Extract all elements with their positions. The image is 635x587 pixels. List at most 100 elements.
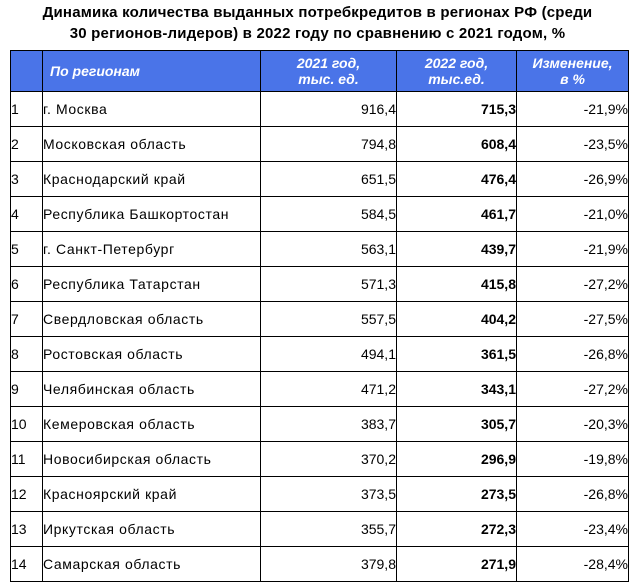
- header-2021-line-1: 2021 год,: [296, 55, 361, 71]
- header-2021-line-2: тыс. ед.: [298, 71, 359, 87]
- row-value-2022: 439,7: [396, 231, 517, 267]
- title-line-1: Динамика количества выданных потребкреди…: [42, 4, 593, 21]
- table-row: 11 Новосибирская область 370,2 296,9 -19,8%: [10, 441, 629, 477]
- row-index: 13: [10, 511, 43, 547]
- row-change: -21,0%: [516, 196, 629, 232]
- row-value-2022: 272,3: [396, 511, 517, 547]
- row-value-2022: 361,5: [396, 336, 517, 372]
- table-row: 14 Самарская область 379,8 271,9 -28,4%: [10, 546, 629, 582]
- row-value-2022: 476,4: [396, 161, 517, 197]
- row-change: -26,9%: [516, 161, 629, 197]
- row-value-2021: 557,5: [260, 301, 397, 337]
- row-value-2021: 471,2: [260, 371, 397, 407]
- header-index: [10, 50, 43, 92]
- row-value-2022: 404,2: [396, 301, 517, 337]
- table-header: По регионам 2021 год, тыс. ед. 2022 год,…: [10, 50, 629, 92]
- row-value-2021: 370,2: [260, 441, 397, 477]
- row-value-2021: 651,5: [260, 161, 397, 197]
- row-index: 6: [10, 266, 43, 302]
- table-row: 6 Республика Татарстан 571,3 415,8 -27,2%: [10, 266, 629, 302]
- row-index: 10: [10, 406, 43, 442]
- row-region: Республика Татарстан: [42, 266, 261, 302]
- row-index: 4: [10, 196, 43, 232]
- header-2022-line-2: тыс.ед.: [428, 71, 485, 87]
- table-row: 2 Московская область 794,8 608,4 -23,5%: [10, 126, 629, 162]
- row-change: -21,9%: [516, 231, 629, 267]
- row-value-2021: 916,4: [260, 91, 397, 127]
- table-row: 4 Республика Башкортостан 584,5 461,7 -21,0%: [10, 196, 629, 232]
- table-row: 12 Красноярский край 373,5 273,5 -26,8%: [10, 476, 629, 512]
- row-value-2021: 379,8: [260, 546, 397, 582]
- row-value-2022: 273,5: [396, 476, 517, 512]
- row-value-2021: 563,1: [260, 231, 397, 267]
- table-row: 1 г. Москва 916,4 715,3 -21,9%: [10, 91, 629, 127]
- table-row: 9 Челябинская область 471,2 343,1 -27,2%: [10, 371, 629, 407]
- row-region: Свердловская область: [42, 301, 261, 337]
- row-region: Челябинская область: [42, 371, 261, 407]
- header-row: По регионам 2021 год, тыс. ед. 2022 год,…: [10, 50, 629, 92]
- table-row: 5 г. Санкт-Петербург 563,1 439,7 -21,9%: [10, 231, 629, 267]
- row-value-2021: 494,1: [260, 336, 397, 372]
- header-change: Изменение, в %: [516, 50, 629, 92]
- header-change-line-1: Изменение,: [532, 55, 613, 71]
- row-value-2021: 571,3: [260, 266, 397, 302]
- row-region: Новосибирская область: [42, 441, 261, 477]
- row-index: 2: [10, 126, 43, 162]
- header-change-line-2: в %: [560, 71, 585, 87]
- row-region: Республика Башкортостан: [42, 196, 261, 232]
- header-2022-line-1: 2022 год,: [424, 55, 489, 71]
- row-change: -23,4%: [516, 511, 629, 547]
- row-value-2022: 305,7: [396, 406, 517, 442]
- regions-table: По регионам 2021 год, тыс. ед. 2022 год,…: [10, 50, 629, 582]
- row-region: Краснодарский край: [42, 161, 261, 197]
- row-index: 9: [10, 371, 43, 407]
- table-row: 8 Ростовская область 494,1 361,5 -26,8%: [10, 336, 629, 372]
- row-value-2021: 355,7: [260, 511, 397, 547]
- row-region: Красноярский край: [42, 476, 261, 512]
- row-change: -27,5%: [516, 301, 629, 337]
- table-row: 10 Кемеровская область 383,7 305,7 -20,3%: [10, 406, 629, 442]
- row-value-2022: 715,3: [396, 91, 517, 127]
- row-index: 8: [10, 336, 43, 372]
- row-index: 14: [10, 546, 43, 582]
- row-region: Московская область: [42, 126, 261, 162]
- row-value-2021: 373,5: [260, 476, 397, 512]
- row-index: 11: [10, 441, 43, 477]
- row-value-2022: 415,8: [396, 266, 517, 302]
- row-region: Ростовская область: [42, 336, 261, 372]
- row-change: -20,3%: [516, 406, 629, 442]
- table-body: 1 г. Москва 916,4 715,3 -21,9% 2 Московская об…: [10, 91, 629, 582]
- row-index: 12: [10, 476, 43, 512]
- row-value-2022: 343,1: [396, 371, 517, 407]
- row-index: 5: [10, 231, 43, 267]
- header-2022: 2022 год, тыс.ед.: [396, 50, 517, 92]
- row-value-2021: 794,8: [260, 126, 397, 162]
- row-change: -23,5%: [516, 126, 629, 162]
- row-value-2022: 296,9: [396, 441, 517, 477]
- row-change: -26,8%: [516, 336, 629, 372]
- row-region: Кемеровская область: [42, 406, 261, 442]
- row-index: 3: [10, 161, 43, 197]
- row-change: -27,2%: [516, 266, 629, 302]
- row-index: 1: [10, 91, 43, 127]
- table-row: 7 Свердловская область 557,5 404,2 -27,5%: [10, 301, 629, 337]
- table-row: 13 Иркутская область 355,7 272,3 -23,4%: [10, 511, 629, 547]
- row-index: 7: [10, 301, 43, 337]
- row-region: Иркутская область: [42, 511, 261, 547]
- row-change: -19,8%: [516, 441, 629, 477]
- row-region: г. Санкт-Петербург: [42, 231, 261, 267]
- header-region: По регионам: [42, 50, 261, 92]
- row-value-2021: 383,7: [260, 406, 397, 442]
- row-region: Самарская область: [42, 546, 261, 582]
- row-region: г. Москва: [42, 91, 261, 127]
- table-row: 3 Краснодарский край 651,5 476,4 -26,9%: [10, 161, 629, 197]
- row-change: -26,8%: [516, 476, 629, 512]
- row-change: -28,4%: [516, 546, 629, 582]
- row-change: -21,9%: [516, 91, 629, 127]
- table-title: Динамика количества выданных потребкреди…: [0, 2, 635, 44]
- row-value-2022: 271,9: [396, 546, 517, 582]
- title-line-2: 30 регионов-лидеров) в 2022 году по срав…: [69, 25, 566, 42]
- row-value-2022: 461,7: [396, 196, 517, 232]
- row-change: -27,2%: [516, 371, 629, 407]
- row-value-2021: 584,5: [260, 196, 397, 232]
